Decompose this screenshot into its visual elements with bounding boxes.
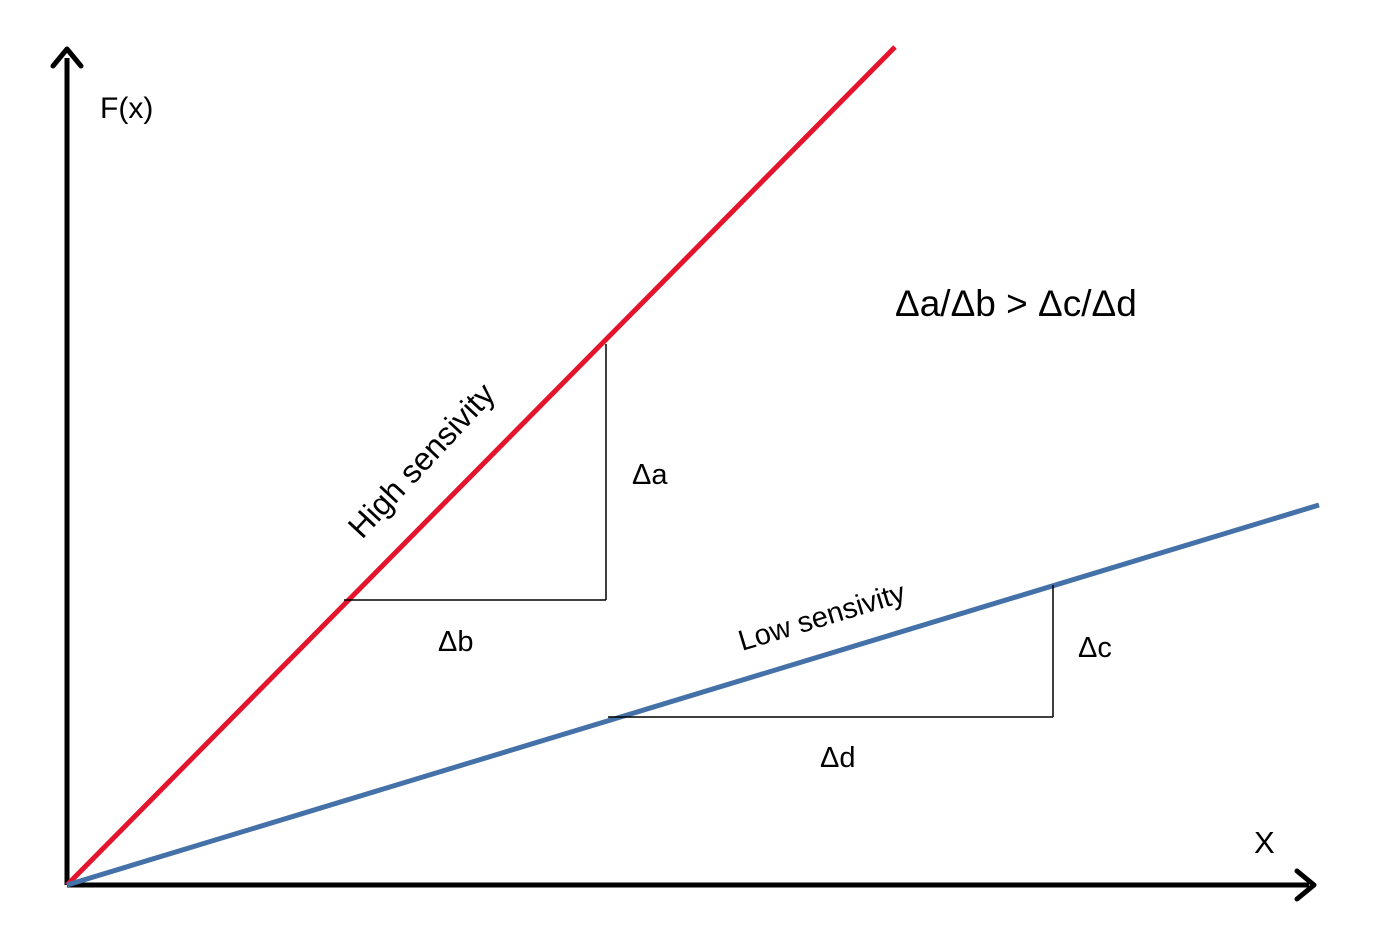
svg-text:Δb: Δb	[438, 626, 474, 658]
svg-text:F(x): F(x)	[100, 92, 153, 125]
svg-text:Low sensivity: Low sensivity	[735, 577, 910, 658]
svg-text:X: X	[1254, 825, 1275, 860]
svg-text:Δd: Δd	[820, 742, 856, 774]
svg-text:Δa: Δa	[632, 459, 668, 491]
svg-text:High sensivity: High sensivity	[341, 376, 502, 545]
svg-text:Δa/Δb > Δc/Δd: Δa/Δb > Δc/Δd	[895, 283, 1137, 324]
svg-text:Δc: Δc	[1078, 632, 1112, 664]
